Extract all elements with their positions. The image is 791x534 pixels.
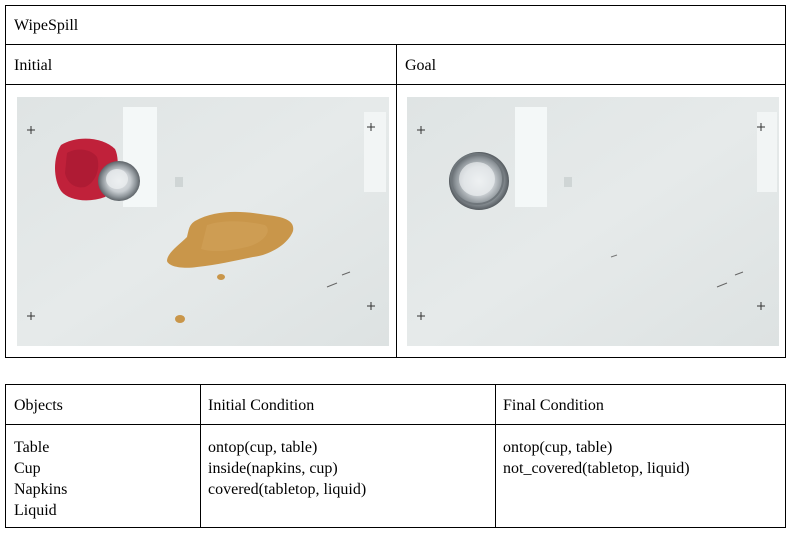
final-conditions-list: ontop(cup, table) not_covered(tabletop, … <box>503 437 690 479</box>
goal-label: Goal <box>405 57 437 74</box>
objects-header: Objects <box>14 397 63 414</box>
task-table: WipeSpill Initial Goal <box>5 5 786 358</box>
condition-item: ontop(cup, table) <box>208 439 318 456</box>
condition-item: covered(tabletop, liquid) <box>208 481 367 498</box>
task-title: WipeSpill <box>14 17 79 34</box>
initial-scene-image <box>17 97 389 346</box>
goal-scene-image <box>407 97 779 346</box>
initial-label: Initial <box>14 57 53 74</box>
goal-header-cell: Goal <box>397 45 785 85</box>
conditions-table: Objects Initial Condition Final Conditio… <box>5 384 786 528</box>
condition-item: inside(napkins, cup) <box>208 460 338 477</box>
conditions-header-row <box>6 385 785 425</box>
column-divider <box>396 45 397 358</box>
object-item: Liquid <box>14 502 57 519</box>
column-divider <box>495 385 496 527</box>
object-item: Cup <box>14 460 41 477</box>
condition-item: ontop(cup, table) <box>503 439 613 456</box>
object-item: Napkins <box>14 481 68 498</box>
condition-item: not_covered(tabletop, liquid) <box>503 460 690 477</box>
objects-list: Table Cup Napkins Liquid <box>14 437 67 521</box>
initial-condition-header: Initial Condition <box>208 397 315 414</box>
initial-conditions-list: ontop(cup, table) inside(napkins, cup) c… <box>208 437 366 500</box>
object-item: Table <box>14 439 50 456</box>
final-condition-header: Final Condition <box>503 397 604 414</box>
task-title-row: WipeSpill <box>6 6 785 45</box>
initial-header-cell: Initial <box>6 45 396 85</box>
column-divider <box>200 385 201 527</box>
